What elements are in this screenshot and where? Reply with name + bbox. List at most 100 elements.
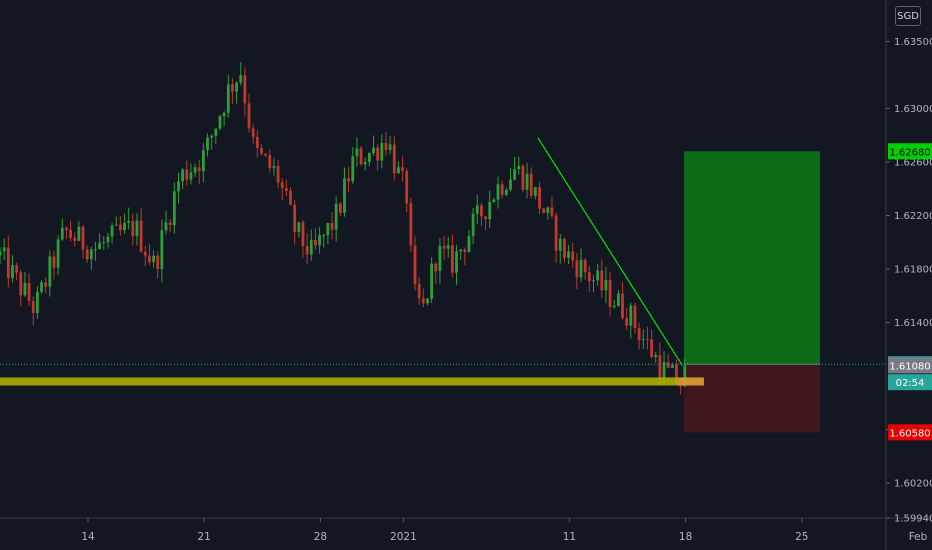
- candle-body: [148, 255, 151, 262]
- candle-body: [56, 239, 60, 268]
- candle-body: [0, 251, 2, 256]
- candle-body: [131, 220, 135, 237]
- target-price-tag: 1.62680: [889, 147, 930, 158]
- candle-body: [197, 167, 201, 172]
- candle-body: [343, 178, 346, 214]
- stop-price-tag-bg: [888, 424, 932, 441]
- candle-body: [442, 245, 446, 249]
- candle-body: [309, 239, 313, 255]
- candle-body: [289, 190, 292, 205]
- candle-body: [446, 245, 450, 249]
- candle-body: [264, 153, 268, 156]
- candle-body: [600, 270, 604, 291]
- candle-body: [305, 245, 309, 255]
- candle-body: [2, 247, 6, 252]
- x-tick-label: 28: [314, 531, 327, 543]
- candle-body: [401, 167, 404, 171]
- candle-body: [139, 220, 143, 252]
- candle-body: [338, 203, 342, 214]
- x-tick-label: 18: [679, 531, 692, 543]
- candle-body: [376, 147, 380, 161]
- candle-body: [243, 75, 247, 104]
- candle-body: [355, 148, 359, 157]
- support-zone: [0, 377, 704, 386]
- candle-body: [218, 116, 222, 129]
- candle-body: [413, 245, 417, 285]
- candle-body: [363, 162, 367, 165]
- candle-body: [388, 144, 392, 151]
- candle-body: [98, 242, 102, 250]
- candle-body: [251, 128, 255, 137]
- candle-body: [563, 238, 566, 258]
- candle-body: [168, 222, 172, 225]
- candle-body: [533, 187, 537, 196]
- candle-body: [484, 216, 487, 220]
- candle-body: [60, 227, 64, 240]
- candle-body: [276, 166, 280, 183]
- candle-body: [48, 256, 52, 287]
- candle-body: [143, 251, 147, 256]
- candle-body: [509, 179, 512, 190]
- y-tick-label: 1.62600: [894, 157, 932, 168]
- candle-body: [334, 203, 338, 230]
- candle-body: [11, 265, 14, 279]
- x-tick-label: 2021: [390, 531, 417, 543]
- candle-body: [480, 205, 483, 217]
- x-tick-label: 11: [563, 531, 576, 543]
- candle-body: [52, 256, 56, 268]
- candle-body: [35, 291, 39, 314]
- candle-body: [40, 282, 43, 292]
- stop-price-tag: 1.60580: [889, 428, 930, 439]
- y-tick-label: 1.61800: [894, 265, 932, 276]
- candle-body: [156, 255, 160, 270]
- candle-body: [135, 220, 139, 237]
- bid-price-tag-bg: [888, 357, 932, 374]
- x-tick-label: 14: [81, 531, 95, 543]
- candle-body: [322, 235, 326, 237]
- candle-body: [372, 147, 375, 154]
- candle-body: [231, 84, 234, 92]
- candle-body: [89, 249, 93, 260]
- candle-body: [417, 284, 421, 299]
- candle-body: [326, 223, 330, 236]
- candle-body: [646, 339, 649, 341]
- y-tick-label: 1.63000: [894, 104, 932, 115]
- candle-body: [397, 167, 400, 174]
- target-zone: [683, 151, 821, 365]
- candle-body: [662, 362, 666, 379]
- candle-body: [500, 184, 504, 195]
- candle-body: [73, 237, 77, 241]
- candle-body: [94, 249, 97, 251]
- y-tick-label: 1.59940: [894, 514, 932, 525]
- candle-body: [637, 328, 641, 341]
- candle-body: [367, 153, 371, 163]
- candle-body: [44, 282, 48, 287]
- candle-body: [504, 189, 508, 195]
- y-tick-label: 1.61400: [894, 318, 932, 329]
- y-tick-label: 1.60200: [894, 479, 932, 490]
- candle-body: [110, 225, 114, 237]
- candle-body: [430, 263, 434, 299]
- candle-body: [293, 204, 297, 232]
- candle-body: [538, 187, 541, 209]
- candle-body: [260, 147, 263, 154]
- candle-body: [102, 242, 106, 244]
- countdown-tag: 02:54: [896, 378, 925, 389]
- candle-body: [114, 224, 118, 226]
- candle-body: [612, 305, 616, 308]
- candle-body: [268, 155, 272, 168]
- candle-body: [629, 305, 633, 326]
- candle-body: [513, 169, 517, 180]
- candle-body: [392, 144, 396, 174]
- drawing-overlays: [0, 137, 886, 386]
- candle-body: [239, 75, 243, 83]
- candle-body: [164, 222, 168, 231]
- candle-body: [65, 227, 68, 230]
- currency-label[interactable]: SGD: [895, 6, 921, 26]
- candle-body: [621, 293, 624, 318]
- candle-body: [546, 207, 550, 213]
- candle-body: [189, 172, 193, 180]
- candle-body: [255, 136, 259, 148]
